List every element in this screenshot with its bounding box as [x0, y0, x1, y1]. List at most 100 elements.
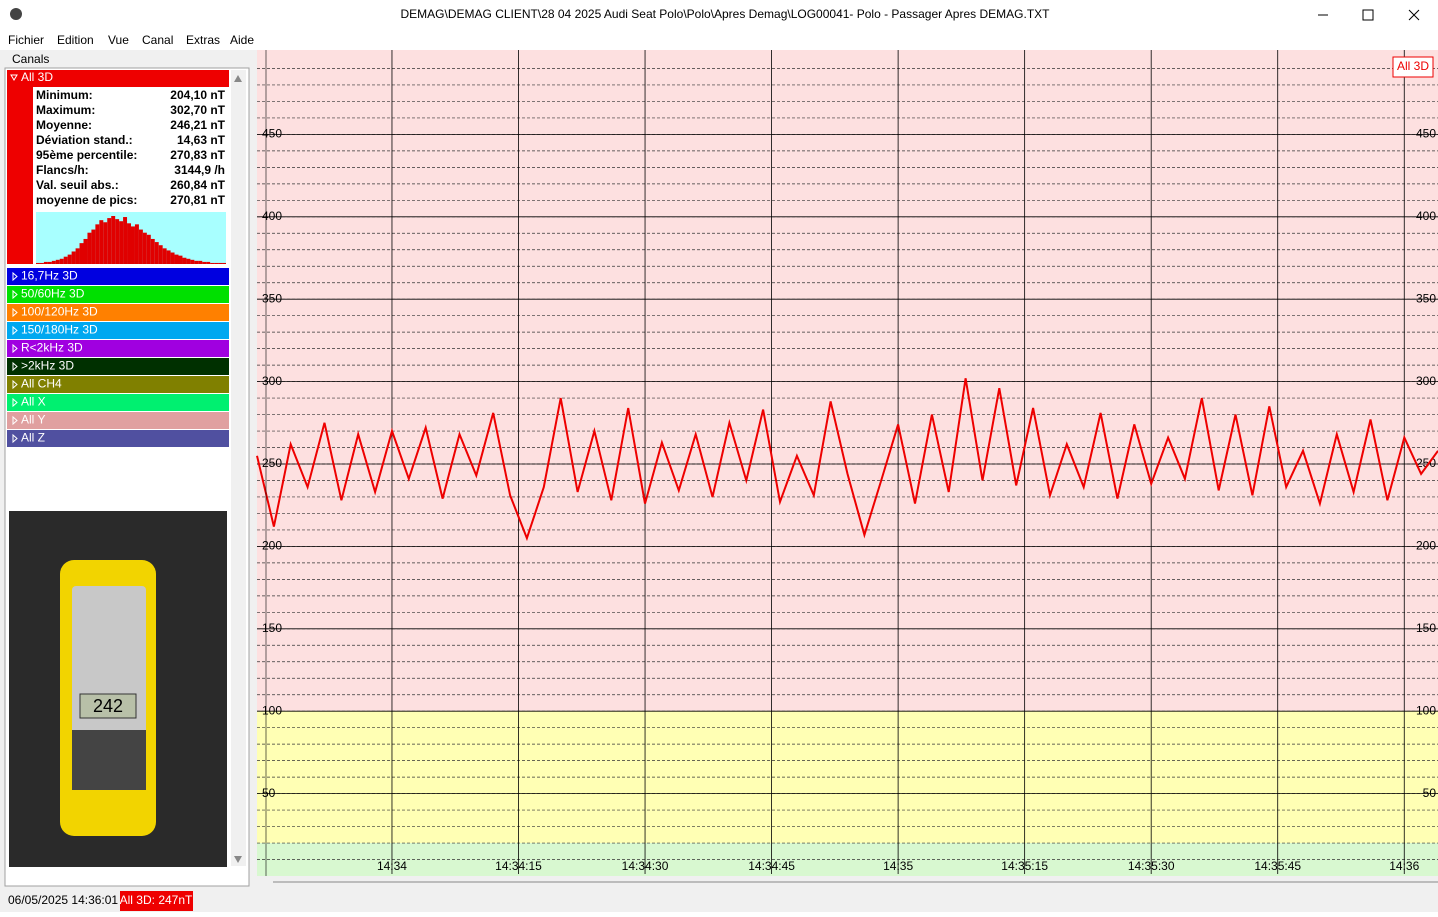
menu-item[interactable]: Aide	[230, 33, 254, 47]
y2-tick-label: 350	[1416, 291, 1436, 305]
menu-item[interactable]: Canal	[142, 33, 173, 47]
channel-row[interactable]	[7, 340, 229, 357]
maximize-button[interactable]	[1362, 9, 1374, 21]
histogram-bar	[123, 217, 128, 264]
channel-row[interactable]	[7, 430, 229, 447]
menu-item[interactable]: Vue	[108, 33, 129, 47]
legend-label: All 3D	[1397, 59, 1429, 73]
channel-row[interactable]	[7, 358, 229, 375]
y2-tick-label: 100	[1416, 703, 1436, 717]
histogram-bar	[63, 256, 68, 264]
histogram-bar	[162, 248, 167, 264]
stat-value: 3144,9 /h	[174, 163, 225, 177]
channel-row[interactable]	[7, 322, 229, 339]
channel-row[interactable]	[7, 394, 229, 411]
scrollbar[interactable]	[231, 70, 246, 866]
histogram-bar	[75, 248, 80, 264]
stat-label: Flancs/h:	[36, 163, 89, 177]
menu-item[interactable]: Fichier	[8, 33, 44, 47]
y-tick-label: 100	[262, 703, 282, 717]
histogram-bar	[142, 232, 147, 264]
x-tick-label: 14:35:30	[1128, 859, 1175, 873]
histogram-bar	[91, 229, 96, 264]
histogram-bar	[111, 216, 116, 264]
histogram-bar	[47, 261, 52, 264]
channel-row[interactable]	[7, 412, 229, 429]
histogram-bar	[174, 254, 179, 264]
x-tick-label: 14:35:45	[1254, 859, 1301, 873]
channel-name: All X	[21, 395, 46, 409]
channel-strip	[7, 87, 33, 264]
channel-name: 100/120Hz 3D	[21, 305, 98, 319]
channel-row[interactable]	[7, 286, 229, 303]
channel-row[interactable]	[7, 268, 229, 285]
stat-value: 260,84 nT	[170, 178, 225, 192]
menu-item[interactable]: Extras	[186, 33, 220, 47]
panel-heading: Canals	[12, 52, 49, 66]
histogram-bar	[134, 224, 139, 264]
meter-lower	[72, 730, 146, 790]
channel-name: All Z	[21, 431, 45, 445]
stat-value: 246,21 nT	[170, 118, 225, 132]
channel-name: R<2kHz 3D	[21, 341, 83, 355]
channel-name: 150/180Hz 3D	[21, 323, 98, 337]
histogram-bar	[55, 259, 60, 264]
collapse-icon	[12, 397, 18, 408]
data-line	[256, 378, 1438, 542]
stat-value: 14,63 nT	[177, 133, 226, 147]
y2-tick-label: 150	[1416, 621, 1436, 635]
y-tick-label: 250	[262, 456, 282, 470]
app-icon	[10, 8, 22, 20]
menu-item[interactable]: Edition	[57, 33, 94, 47]
histogram-bar	[131, 226, 135, 264]
x-tick-label: 14:34	[377, 859, 407, 873]
histogram-bar	[107, 218, 112, 264]
channel-name: All Y	[21, 413, 45, 427]
y2-tick-label: 450	[1416, 127, 1436, 141]
histogram-bar	[127, 223, 131, 264]
stat-value: 270,81 nT	[170, 193, 225, 207]
histogram-bar	[222, 262, 226, 264]
y2-tick-label: 50	[1423, 786, 1437, 800]
histogram-bar	[158, 245, 163, 264]
meter-lcd	[79, 693, 137, 719]
histogram-bar	[218, 262, 223, 264]
histogram-bar	[170, 252, 175, 264]
stat-label: Val. seuil abs.:	[36, 178, 119, 192]
stat-value: 302,70 nT	[170, 103, 225, 117]
stat-label: moyenne de pics:	[36, 193, 137, 207]
channel-name: 50/60Hz 3D	[21, 287, 85, 301]
channel-header[interactable]	[7, 70, 229, 87]
histogram-bar	[39, 262, 44, 264]
channel-name: All 3D	[21, 70, 53, 84]
channel-row[interactable]	[7, 376, 229, 393]
histogram-bar	[79, 243, 84, 264]
y2-tick-label: 300	[1416, 374, 1436, 388]
histogram-bar	[119, 221, 124, 264]
channel-name: All CH4	[21, 377, 62, 391]
channel-row[interactable]	[7, 304, 229, 321]
histogram-bar	[138, 229, 143, 264]
collapse-icon	[12, 289, 18, 300]
histogram-bar	[154, 242, 159, 264]
histogram-bar	[206, 261, 211, 264]
histogram-bar	[103, 222, 108, 264]
stat-value: 270,83 nT	[170, 148, 225, 162]
x-tick-label: 14:35:15	[1001, 859, 1048, 873]
collapse-icon	[12, 271, 18, 282]
y-tick-label: 150	[262, 621, 282, 635]
histogram-bar	[210, 262, 215, 264]
status-reading: All 3D: 247nT	[120, 893, 193, 907]
histogram-bar	[146, 234, 151, 264]
histogram-bar	[166, 250, 171, 264]
collapse-icon	[12, 325, 18, 336]
histogram-bar	[83, 238, 88, 264]
collapse-icon	[12, 415, 18, 426]
channel-name: >2kHz 3D	[21, 359, 74, 373]
close-button[interactable]	[1408, 9, 1420, 21]
stat-label: Maximum:	[36, 103, 95, 117]
histogram-bar	[51, 260, 56, 264]
